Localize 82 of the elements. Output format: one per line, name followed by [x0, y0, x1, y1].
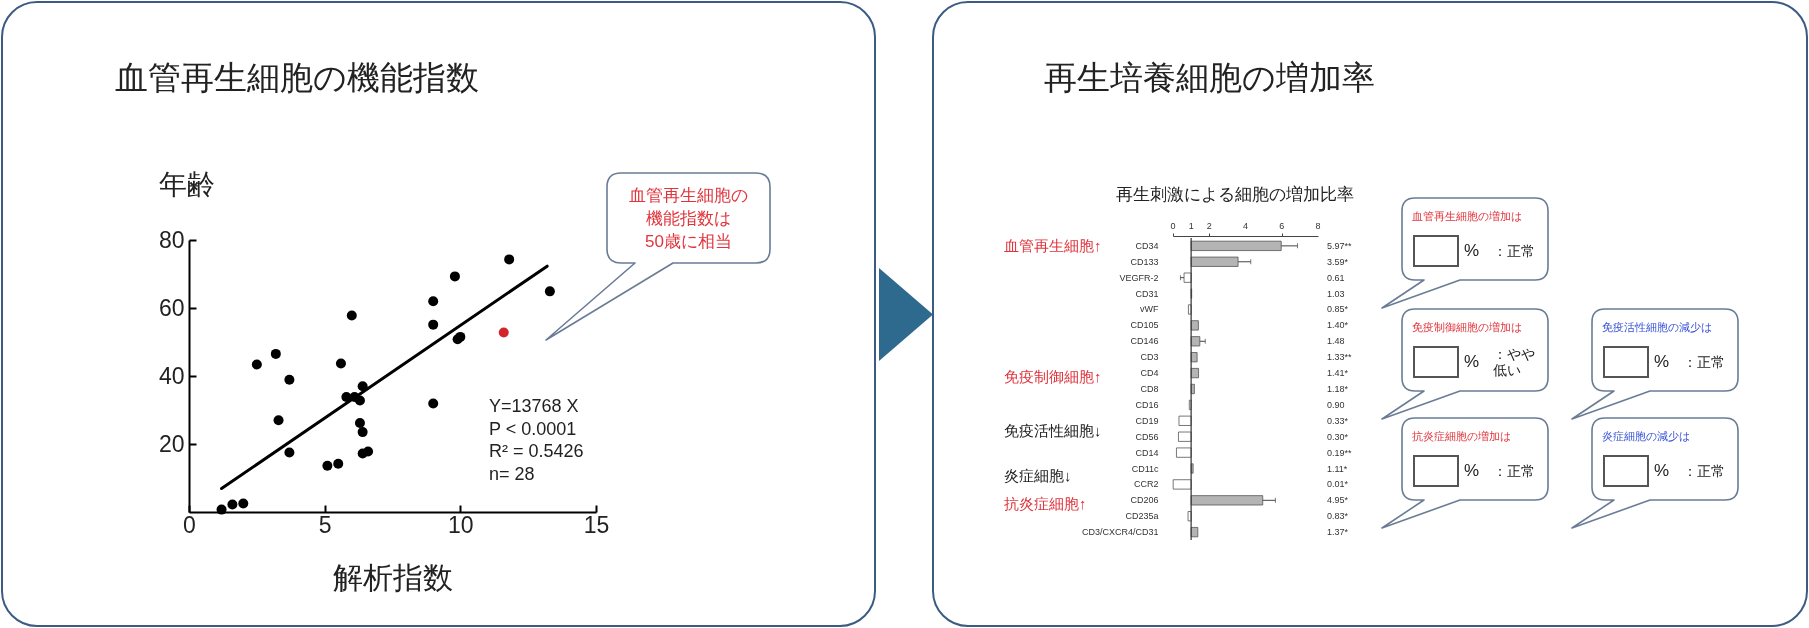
y-tick-label: CD11c [1131, 463, 1159, 474]
x-tick-label: 0 [183, 511, 196, 538]
y-tick-label: 60 [158, 294, 185, 321]
text: % [1654, 352, 1670, 372]
x-tick-label: 5 [318, 511, 332, 538]
data-label: 1.40* [1327, 320, 1349, 331]
chart-subtitle: 再生刺激による細胞の増加比率 [1115, 185, 1354, 204]
text: % [1464, 352, 1480, 372]
text: 炎症細胞↓ [1004, 467, 1072, 484]
x-tick-label: 15 [583, 511, 610, 538]
y-tick-label: CD4 [1140, 368, 1159, 379]
data-label: 0.90 [1327, 399, 1345, 410]
text: 免疫活性細胞の減少は [1602, 321, 1712, 334]
chart-title: 再生培養細胞の増加率 [1044, 59, 1375, 96]
data-label: 0.61 [1327, 272, 1345, 283]
data-label: 5.97** [1327, 240, 1353, 251]
x-tick-label: 0 [1170, 221, 1176, 231]
text: 抗炎症細胞の増加は [1412, 430, 1511, 443]
y-tick-label: CD105 [1130, 320, 1159, 331]
y-tick-label: CD14 [1135, 447, 1159, 458]
y-tick-label: CD19 [1135, 415, 1159, 426]
x-tick-label: 6 [1279, 221, 1285, 231]
annotation: R² = 0.5426 [489, 441, 584, 461]
y-tick-label: 80 [158, 226, 185, 253]
y-tick-label: VEGFR-2 [1119, 272, 1159, 283]
y-tick-label: CD8 [1140, 384, 1159, 394]
y-tick-label: CD133 [1130, 256, 1159, 267]
y-tick-label: CD16 [1135, 399, 1159, 410]
annotation: n= 28 [489, 463, 535, 484]
y-tick-label: CD56 [1135, 431, 1159, 442]
y-tick-label: 40 [158, 362, 185, 389]
data-label: 0.30* [1327, 431, 1349, 442]
text: 血管再生細胞の増加は [1412, 210, 1522, 223]
data-label: 0.01* [1327, 479, 1349, 490]
data-label: 1.48 [1327, 336, 1345, 347]
data-label: 0.83* [1327, 511, 1349, 522]
data-label: 1.03 [1327, 288, 1345, 299]
data-label: 3.59* [1327, 256, 1349, 267]
data-label: 4.95* [1327, 495, 1349, 506]
text: % [1464, 461, 1480, 481]
x-tick-label: 4 [1242, 221, 1249, 231]
text: ：正常 [1493, 243, 1536, 259]
annotation: Y=13768 X [489, 396, 579, 416]
data-label: 0.33* [1327, 415, 1349, 426]
x-tick-label: 2 [1206, 221, 1212, 231]
text: % [1654, 461, 1670, 481]
data-label: 0.85* [1327, 304, 1349, 315]
y-tick-label: CD3 [1140, 352, 1159, 363]
y-tick-label: CD235a [1125, 511, 1159, 522]
y-tick-label: 20 [158, 430, 185, 457]
data-label: 1.37* [1327, 527, 1349, 538]
y-tick-label: CCR2 [1133, 479, 1159, 490]
y-tick-label: CD206 [1130, 495, 1159, 506]
y-axis-title: 年齢 [158, 168, 215, 200]
chart-title: 血管再生細胞の機能指数 [115, 59, 479, 96]
text: 免疫制御細胞↑ [1004, 368, 1102, 385]
y-tick-label: CD34 [1135, 240, 1159, 251]
text: 血管再生細胞の機能指数は50歳に相当 [629, 184, 748, 253]
data-label: 0.19** [1327, 447, 1353, 458]
text: 免疫活性細胞↓ [1004, 422, 1102, 439]
data-label: 1.18* [1327, 384, 1349, 394]
x-tick-label: 8 [1315, 221, 1321, 231]
y-tick-label: CD3/CXCR4/CD31 [1081, 527, 1159, 538]
data-label: 1.41* [1327, 368, 1349, 379]
text: 抗炎症細胞↑ [1004, 495, 1087, 512]
text: ：正常 [1493, 463, 1536, 479]
y-tick-label: CD31 [1135, 288, 1159, 299]
data-label: 1.33** [1327, 352, 1353, 363]
x-tick-label: 10 [448, 511, 474, 538]
x-axis-title: 解析指数 [333, 560, 453, 594]
annotation: P < 0.0001 [489, 418, 577, 439]
text: 血管再生細胞↑ [1004, 237, 1102, 254]
text: ：正常 [1683, 354, 1726, 370]
text: ：正常 [1683, 463, 1726, 479]
text: 炎症細胞の減少は [1602, 430, 1690, 443]
text: ：やや低い [1493, 346, 1536, 378]
x-tick-label: 1 [1188, 221, 1194, 231]
text: 免疫制御細胞の増加は [1412, 321, 1522, 334]
data-label: 1.11* [1327, 463, 1348, 474]
y-tick-label: vWF [1140, 304, 1159, 315]
y-tick-label: CD146 [1130, 336, 1159, 347]
text: % [1464, 241, 1480, 261]
